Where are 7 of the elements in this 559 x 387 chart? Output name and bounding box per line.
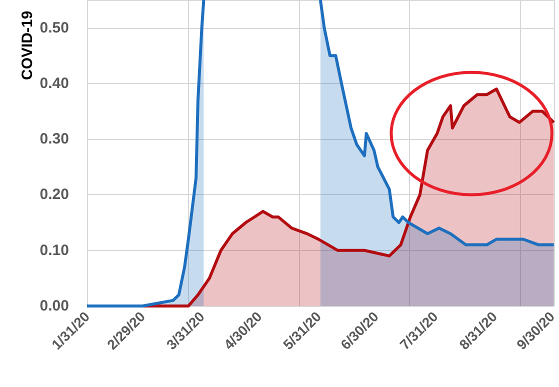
y-tick-label: 0.10 [40,242,69,259]
y-tick-label: 0.20 [40,186,69,204]
y-tick-label: 0.50 [40,19,69,36]
y-tick-label: 0.30 [40,130,69,148]
y-axis-title: COVID-19 [19,10,36,80]
y-tick-label: 0.40 [40,74,69,92]
y-tick-label: 0.00 [40,298,69,314]
